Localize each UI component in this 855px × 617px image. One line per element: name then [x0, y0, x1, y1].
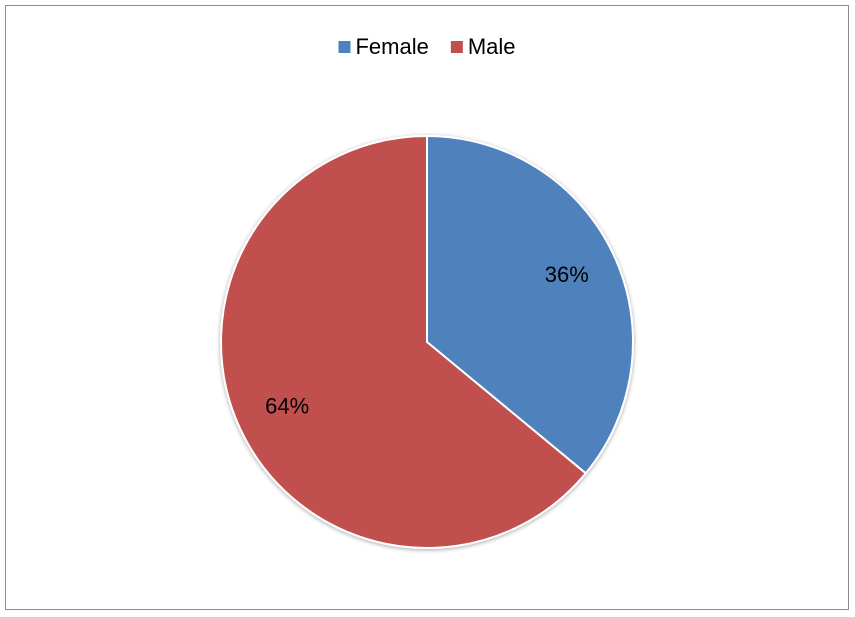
legend: Female Male — [338, 34, 516, 59]
legend-swatch — [338, 41, 351, 53]
labels: 36% 64% — [265, 262, 589, 419]
pie-slice — [426, 134, 634, 475]
legend-swatch — [450, 41, 463, 53]
data-label: 36% — [545, 262, 589, 287]
legend-label: Male — [468, 34, 516, 59]
data-label: 64% — [265, 394, 309, 419]
legend-label: Female — [355, 34, 428, 59]
pie — [220, 134, 634, 549]
pie-slice — [220, 134, 588, 549]
